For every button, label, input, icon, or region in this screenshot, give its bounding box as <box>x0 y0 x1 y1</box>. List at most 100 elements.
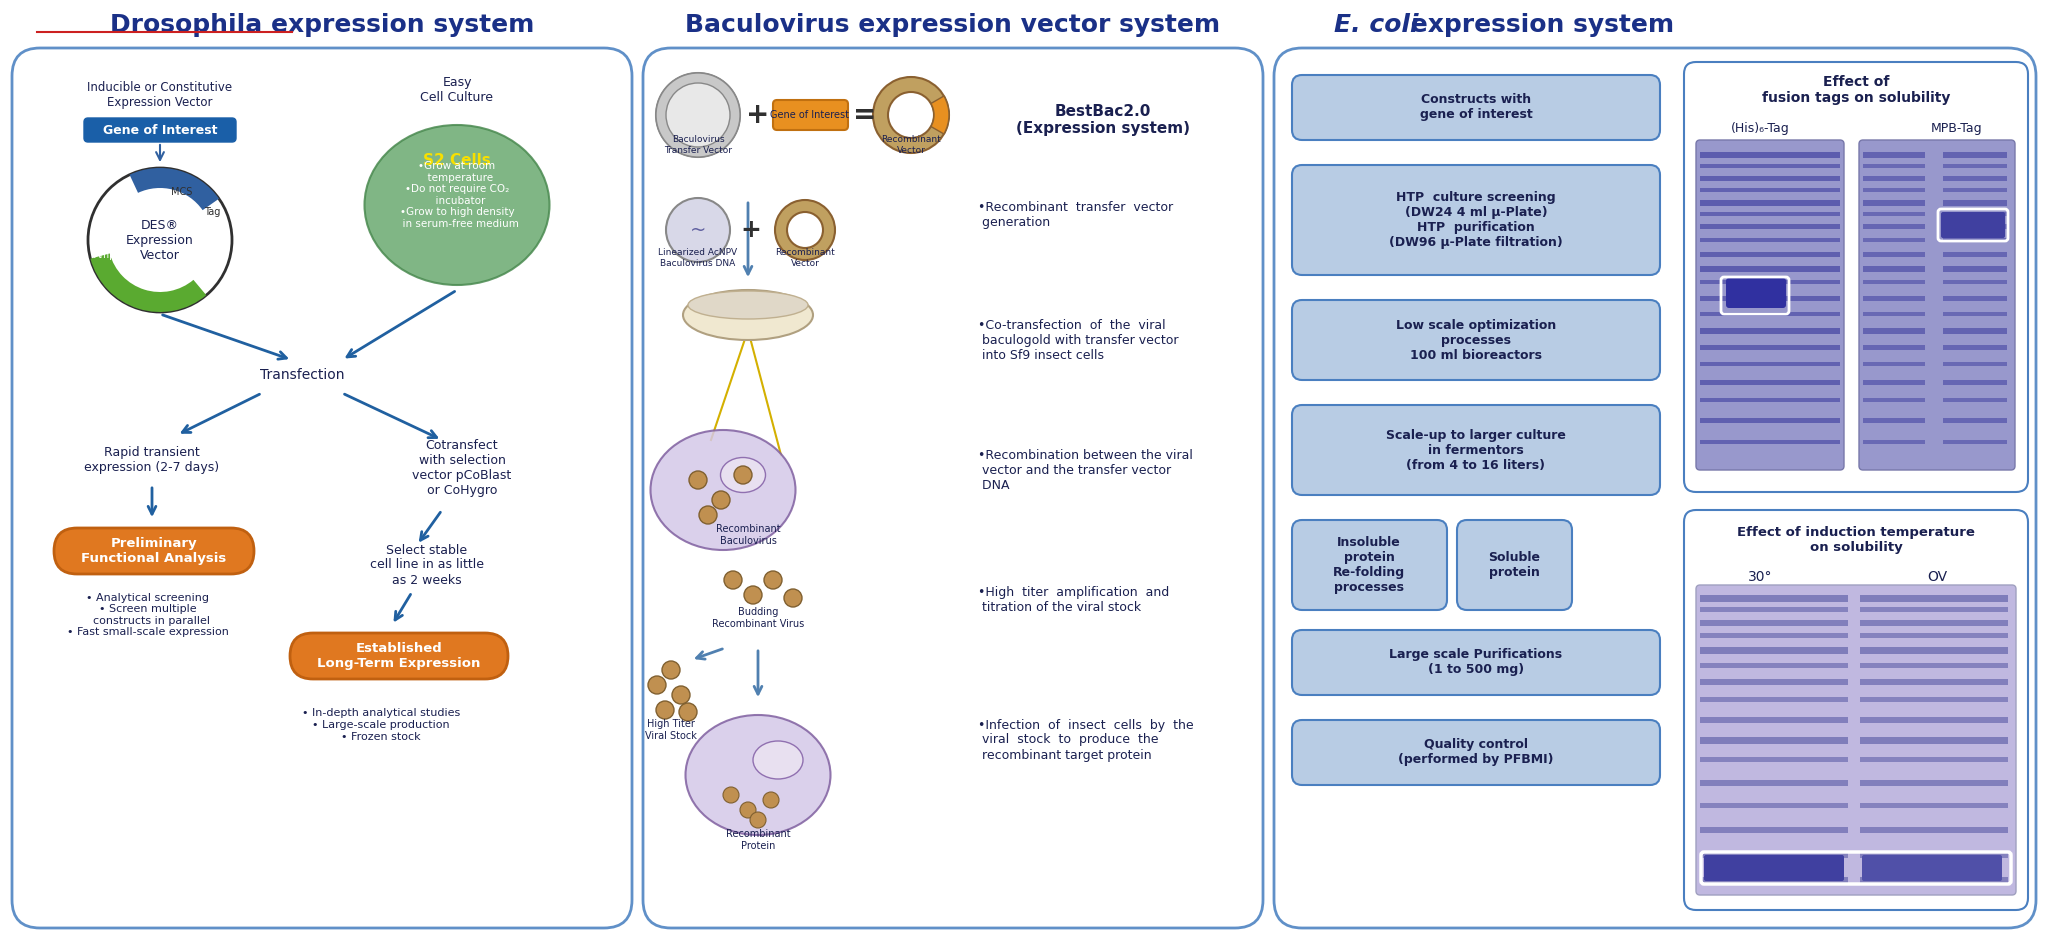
FancyBboxPatch shape <box>1700 620 1847 626</box>
Text: • Analytical screening
• Screen multiple
  constructs in parallel
• Fast small-s: • Analytical screening • Screen multiple… <box>68 593 229 637</box>
Text: Easy
Cell Culture: Easy Cell Culture <box>420 76 494 104</box>
Text: OV: OV <box>1927 570 1948 584</box>
Text: BestBac2.0
(Expression system): BestBac2.0 (Expression system) <box>1016 104 1190 136</box>
Wedge shape <box>129 168 219 210</box>
FancyBboxPatch shape <box>1700 853 1847 858</box>
FancyBboxPatch shape <box>1700 647 1847 654</box>
FancyBboxPatch shape <box>1700 188 1839 192</box>
FancyBboxPatch shape <box>1700 877 1847 883</box>
FancyBboxPatch shape <box>1700 362 1839 366</box>
FancyBboxPatch shape <box>1860 780 2007 786</box>
FancyBboxPatch shape <box>1864 252 1925 257</box>
FancyBboxPatch shape <box>1700 224 1839 229</box>
Wedge shape <box>932 96 948 134</box>
FancyBboxPatch shape <box>1700 607 1847 612</box>
Circle shape <box>713 491 729 509</box>
Circle shape <box>88 168 231 312</box>
Ellipse shape <box>754 741 803 779</box>
FancyBboxPatch shape <box>1700 827 1847 833</box>
FancyBboxPatch shape <box>1700 380 1839 385</box>
Text: Effect of
fusion tags on solubility: Effect of fusion tags on solubility <box>1761 75 1950 105</box>
FancyBboxPatch shape <box>1864 380 1925 385</box>
Text: E. coli: E. coli <box>1333 13 1419 37</box>
Circle shape <box>750 812 766 828</box>
FancyBboxPatch shape <box>1864 152 1925 158</box>
Text: =: = <box>854 101 877 129</box>
Circle shape <box>764 792 778 808</box>
FancyBboxPatch shape <box>1292 630 1661 695</box>
Wedge shape <box>774 200 836 260</box>
FancyBboxPatch shape <box>1944 296 2007 301</box>
Text: Soluble
protein: Soluble protein <box>1489 551 1540 579</box>
FancyBboxPatch shape <box>1864 312 1925 316</box>
Wedge shape <box>655 73 739 157</box>
Text: Recombinant
Vector: Recombinant Vector <box>774 248 836 267</box>
FancyBboxPatch shape <box>1860 620 2007 626</box>
Text: +: + <box>745 101 770 129</box>
Text: Recombinant
Vector: Recombinant Vector <box>881 136 940 154</box>
FancyBboxPatch shape <box>1864 418 1925 423</box>
Text: +: + <box>741 218 762 242</box>
Text: Quality control
(performed by PFBMI): Quality control (performed by PFBMI) <box>1399 738 1554 766</box>
FancyBboxPatch shape <box>1700 780 1847 786</box>
Text: Low scale optimization
processes
100 ml bioreactors: Low scale optimization processes 100 ml … <box>1397 318 1556 361</box>
Text: Effect of induction temperature
on solubility: Effect of induction temperature on solub… <box>1737 526 1974 554</box>
Ellipse shape <box>682 290 813 340</box>
FancyBboxPatch shape <box>1700 663 1847 668</box>
FancyBboxPatch shape <box>1864 224 1925 229</box>
FancyBboxPatch shape <box>1700 679 1847 685</box>
FancyBboxPatch shape <box>1700 328 1839 334</box>
FancyBboxPatch shape <box>1864 266 1925 272</box>
FancyBboxPatch shape <box>1864 296 1925 301</box>
Text: Scale-up to larger culture
in fermentors
(from 4 to 16 liters): Scale-up to larger culture in fermentors… <box>1386 428 1567 471</box>
Text: Select stable
cell line in as little
as 2 weeks: Select stable cell line in as little as … <box>371 544 483 586</box>
FancyBboxPatch shape <box>1292 300 1661 380</box>
FancyBboxPatch shape <box>1944 440 2007 444</box>
Text: HTP  culture screening
(DW24 4 ml µ-Plate)
HTP  purification
(DW96 µ-Plate filtr: HTP culture screening (DW24 4 ml µ-Plate… <box>1389 191 1563 249</box>
Text: Tag: Tag <box>205 207 221 217</box>
Circle shape <box>662 661 680 679</box>
Text: Baculovirus expression vector system: Baculovirus expression vector system <box>686 13 1221 37</box>
Circle shape <box>784 589 803 607</box>
FancyBboxPatch shape <box>1944 164 2007 168</box>
FancyBboxPatch shape <box>12 48 633 928</box>
Text: •Infection  of  insect  cells  by  the
 viral  stock  to  produce  the
 recombin: •Infection of insect cells by the viral … <box>979 719 1194 761</box>
FancyBboxPatch shape <box>1860 647 2007 654</box>
Text: • In-depth analytical studies
• Large-scale production
• Frozen stock: • In-depth analytical studies • Large-sc… <box>301 709 461 742</box>
Text: Insoluble
protein
Re-folding
processes: Insoluble protein Re-folding processes <box>1333 536 1405 594</box>
Text: High Titer
Viral Stock: High Titer Viral Stock <box>645 719 696 741</box>
FancyBboxPatch shape <box>1700 398 1839 402</box>
FancyBboxPatch shape <box>1700 418 1839 423</box>
FancyBboxPatch shape <box>1700 345 1839 350</box>
FancyBboxPatch shape <box>1864 345 1925 350</box>
FancyBboxPatch shape <box>53 528 254 574</box>
Circle shape <box>743 586 762 604</box>
Circle shape <box>647 676 666 694</box>
FancyBboxPatch shape <box>1864 176 1925 181</box>
FancyBboxPatch shape <box>1726 278 1786 308</box>
FancyBboxPatch shape <box>772 100 848 130</box>
FancyBboxPatch shape <box>1860 633 2007 638</box>
Text: Baculovirus
Transfer Vector: Baculovirus Transfer Vector <box>664 136 731 154</box>
Text: •Recombination between the viral
 vector and the transfer vector
 DNA: •Recombination between the viral vector … <box>979 449 1192 491</box>
FancyBboxPatch shape <box>1944 312 2007 316</box>
Text: Rapid transient
expression (2-7 days): Rapid transient expression (2-7 days) <box>84 446 219 474</box>
Text: Recombinant
Protein: Recombinant Protein <box>725 829 791 851</box>
Text: •Recombinant  transfer  vector
 generation: •Recombinant transfer vector generation <box>979 201 1174 229</box>
FancyBboxPatch shape <box>1864 212 1925 216</box>
FancyBboxPatch shape <box>1860 140 2015 470</box>
FancyBboxPatch shape <box>1700 200 1839 206</box>
FancyBboxPatch shape <box>1944 212 2007 216</box>
FancyBboxPatch shape <box>1860 877 2007 883</box>
FancyBboxPatch shape <box>1700 280 1839 284</box>
FancyBboxPatch shape <box>1944 398 2007 402</box>
FancyBboxPatch shape <box>1944 252 2007 257</box>
FancyBboxPatch shape <box>1944 418 2007 423</box>
Text: Linearized AcNPV
Baculovirus DNA: Linearized AcNPV Baculovirus DNA <box>659 248 737 267</box>
Wedge shape <box>90 253 207 312</box>
FancyBboxPatch shape <box>1700 296 1839 301</box>
FancyBboxPatch shape <box>1700 164 1839 168</box>
Wedge shape <box>872 77 948 153</box>
FancyBboxPatch shape <box>1944 176 2007 181</box>
Circle shape <box>655 73 739 157</box>
